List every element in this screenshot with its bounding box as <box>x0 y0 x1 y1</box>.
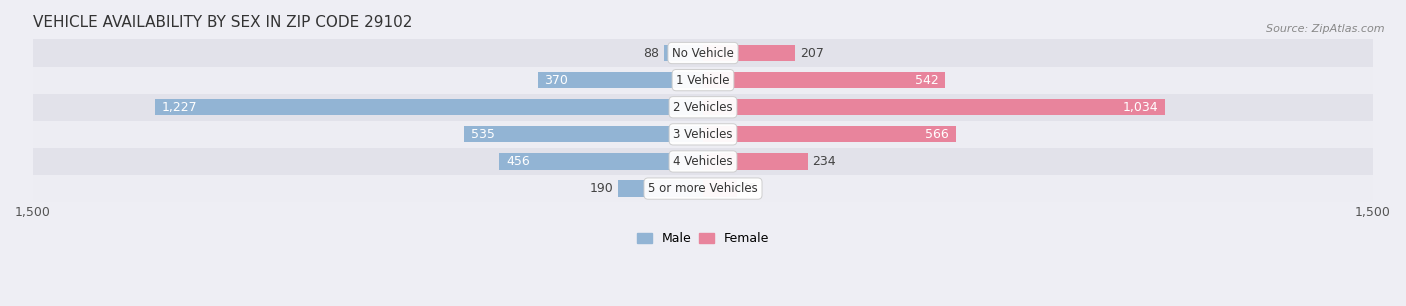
Text: No Vehicle: No Vehicle <box>672 47 734 60</box>
Text: VEHICLE AVAILABILITY BY SEX IN ZIP CODE 29102: VEHICLE AVAILABILITY BY SEX IN ZIP CODE … <box>32 15 412 30</box>
Bar <box>32 39 1374 67</box>
Text: 1 Vehicle: 1 Vehicle <box>676 74 730 87</box>
Bar <box>537 72 703 88</box>
Bar <box>32 94 1374 121</box>
Text: 75: 75 <box>741 182 756 195</box>
Text: 456: 456 <box>506 155 530 168</box>
Legend: Male, Female: Male, Female <box>631 227 775 250</box>
Text: Source: ZipAtlas.com: Source: ZipAtlas.com <box>1267 24 1385 35</box>
Bar <box>703 99 1166 115</box>
Text: 370: 370 <box>544 74 568 87</box>
Text: 566: 566 <box>925 128 949 141</box>
Bar <box>32 121 1374 148</box>
Bar <box>499 153 703 170</box>
Bar <box>32 67 1374 94</box>
Text: 207: 207 <box>800 47 824 60</box>
Bar <box>664 45 703 61</box>
Text: 1,034: 1,034 <box>1122 101 1159 114</box>
Text: 535: 535 <box>471 128 495 141</box>
Bar <box>32 175 1374 202</box>
Bar <box>703 45 796 61</box>
Text: 190: 190 <box>591 182 613 195</box>
Text: 2 Vehicles: 2 Vehicles <box>673 101 733 114</box>
Bar <box>464 126 703 143</box>
Bar <box>703 126 956 143</box>
Text: 5 or more Vehicles: 5 or more Vehicles <box>648 182 758 195</box>
Bar <box>703 181 737 197</box>
Text: 3 Vehicles: 3 Vehicles <box>673 128 733 141</box>
Bar <box>703 72 945 88</box>
Text: 88: 88 <box>643 47 659 60</box>
Bar <box>155 99 703 115</box>
Text: 4 Vehicles: 4 Vehicles <box>673 155 733 168</box>
Text: 1,227: 1,227 <box>162 101 197 114</box>
Bar <box>619 181 703 197</box>
Bar <box>32 148 1374 175</box>
Text: 234: 234 <box>813 155 835 168</box>
Text: 542: 542 <box>915 74 938 87</box>
Bar <box>703 153 807 170</box>
